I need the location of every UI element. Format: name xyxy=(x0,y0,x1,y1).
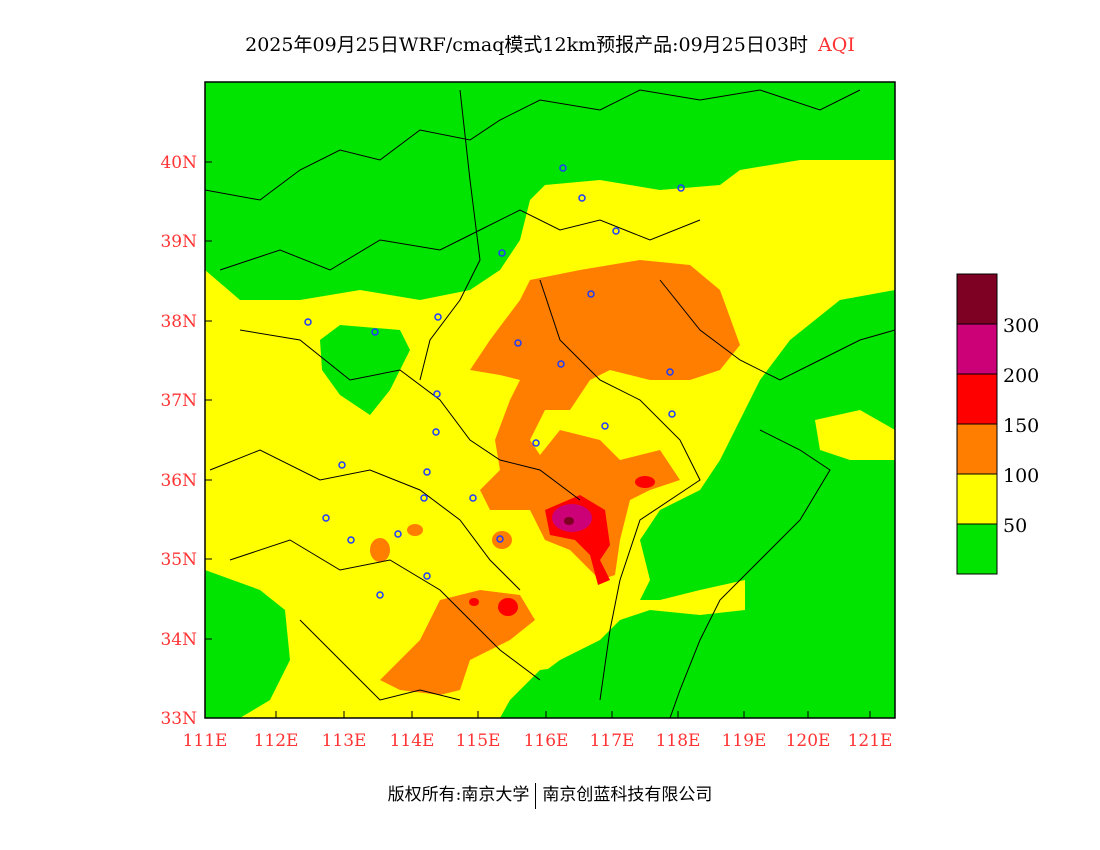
legend-swatch xyxy=(956,323,998,375)
city-marker xyxy=(338,461,346,469)
legend-swatch xyxy=(956,373,998,425)
city-marker xyxy=(668,410,676,418)
city-marker xyxy=(420,494,428,502)
x-tick-label: 119E xyxy=(722,731,767,751)
divider xyxy=(535,782,537,809)
y-tick-label: 40N xyxy=(160,153,197,173)
city-marker xyxy=(498,249,506,257)
aqi-good-area xyxy=(320,325,410,415)
y-tick-label: 34N xyxy=(160,630,197,650)
city-marker xyxy=(347,536,355,544)
company-text: 南京创蓝科技有限公司 xyxy=(542,785,713,805)
legend-swatch xyxy=(956,273,998,325)
admin-boundaries xyxy=(205,89,895,718)
x-tick-label: 116E xyxy=(524,731,569,751)
city-marker xyxy=(423,468,431,476)
aqi-unhealthy-area xyxy=(498,598,518,616)
city-marker xyxy=(666,368,674,376)
title-text: 2025年09月25日WRF/cmaq模式12km预报产品:09月25日03时 xyxy=(245,34,809,56)
x-tick-label: 111E xyxy=(183,731,228,751)
legend-swatch xyxy=(956,523,998,575)
x-tick-label: 120E xyxy=(786,731,831,751)
aqi-field xyxy=(205,82,895,718)
legend-label: 150 xyxy=(1003,415,1039,437)
city-marker xyxy=(304,318,312,326)
aqi-moderate-area xyxy=(815,410,895,460)
x-tick-label: 114E xyxy=(390,731,435,751)
city-marker xyxy=(532,439,540,447)
legend-label: 100 xyxy=(1003,465,1039,487)
y-tick-label: 33N xyxy=(160,709,197,729)
legend-label: 50 xyxy=(1003,515,1027,537)
legend-swatch xyxy=(956,423,998,475)
credit: 版权所有:南京大学 南京创蓝科技有限公司 xyxy=(0,780,1100,809)
city-markers xyxy=(304,164,685,599)
y-axis: 33N 34N 35N 36N 37N 38N 39N 40N xyxy=(160,153,212,729)
city-marker xyxy=(557,360,565,368)
city-marker xyxy=(677,184,685,192)
city-marker xyxy=(432,428,440,436)
city-marker xyxy=(578,194,586,202)
city-marker xyxy=(612,227,620,235)
x-tick-label: 117E xyxy=(590,731,635,751)
y-tick-label: 39N xyxy=(160,232,197,252)
aqi-moderate-area xyxy=(580,380,700,450)
variable-label: AQI xyxy=(818,34,855,56)
city-marker xyxy=(322,514,330,522)
city-marker xyxy=(371,328,379,336)
city-marker xyxy=(587,290,595,298)
aqi-good-area xyxy=(500,665,600,718)
copyright-text: 版权所有:南京大学 xyxy=(387,785,530,805)
city-marker xyxy=(433,390,441,398)
legend: 50 100 150 200 300 xyxy=(956,273,1039,575)
x-tick-label: 118E xyxy=(656,731,701,751)
x-tick-label: 112E xyxy=(254,731,299,751)
city-marker xyxy=(496,535,504,543)
aqi-hazardous-area xyxy=(564,517,574,525)
city-marker xyxy=(376,591,384,599)
city-marker xyxy=(559,164,567,172)
city-marker xyxy=(434,313,442,321)
aqi-unhealthy-sensitive-area xyxy=(470,260,740,580)
legend-label: 200 xyxy=(1003,365,1039,387)
aqi-unhealthy-area xyxy=(635,476,655,488)
x-tick-label: 115E xyxy=(456,731,501,751)
city-marker xyxy=(469,494,477,502)
city-marker xyxy=(423,572,431,580)
y-tick-label: 36N xyxy=(160,471,197,491)
city-marker xyxy=(601,422,609,430)
city-marker xyxy=(514,339,522,347)
x-tick-label: 113E xyxy=(322,731,367,751)
x-axis: 111E 112E 113E 114E 115E 116E 117E 118E 119E 120E… xyxy=(183,711,893,751)
y-tick-label: 35N xyxy=(160,550,197,570)
map-title: 2025年09月25日WRF/cmaq模式12km预报产品:09月25日03时 A… xyxy=(0,30,1100,57)
legend-label: 300 xyxy=(1003,315,1039,337)
x-tick-label: 121E xyxy=(848,731,893,751)
aqi-unhealthy-sensitive-area xyxy=(380,590,535,695)
y-tick-label: 38N xyxy=(160,312,197,332)
y-tick-label: 37N xyxy=(160,391,197,411)
city-marker xyxy=(394,530,402,538)
legend-swatch xyxy=(956,473,998,525)
